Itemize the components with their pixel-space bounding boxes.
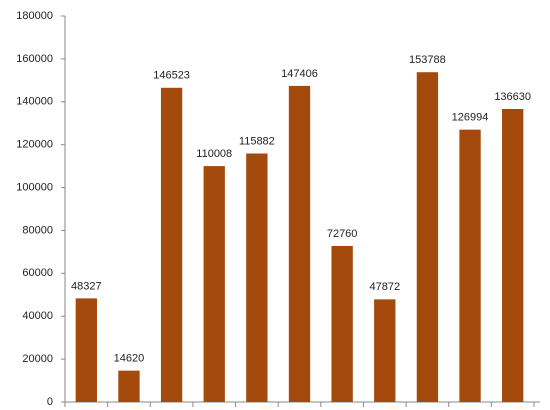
y-tick-label: 120000 <box>16 139 53 151</box>
data-label: 72760 <box>327 228 358 240</box>
y-tick-label: 100000 <box>16 181 53 193</box>
y-tick-label: 140000 <box>16 96 53 108</box>
bar <box>502 109 524 403</box>
data-label: 48327 <box>71 280 102 292</box>
y-tick-label: 0 <box>47 396 53 408</box>
data-label: 153788 <box>409 54 446 66</box>
y-tick-label: 40000 <box>22 310 53 322</box>
data-label: 126994 <box>452 112 489 124</box>
y-tick-label: 180000 <box>16 10 53 22</box>
bar <box>75 298 97 402</box>
bar <box>160 87 183 403</box>
data-label: 110008 <box>196 148 232 160</box>
data-label: 146523 <box>153 70 190 82</box>
data-label: 47872 <box>369 281 400 293</box>
data-label: 14620 <box>114 353 145 365</box>
bar <box>203 166 225 402</box>
data-label: 147406 <box>281 68 318 80</box>
data-label: 136630 <box>494 91 531 103</box>
bar <box>246 153 268 402</box>
bar <box>288 85 311 402</box>
bar <box>374 299 396 402</box>
bar <box>331 245 353 402</box>
y-tick-label: 80000 <box>22 224 53 236</box>
bar <box>459 129 481 402</box>
data-label: 115882 <box>239 135 275 147</box>
y-tick-label: 20000 <box>22 353 53 365</box>
bar <box>118 370 140 402</box>
y-tick-label: 60000 <box>22 267 53 279</box>
bar <box>416 72 439 402</box>
y-tick-label: 160000 <box>16 53 53 65</box>
